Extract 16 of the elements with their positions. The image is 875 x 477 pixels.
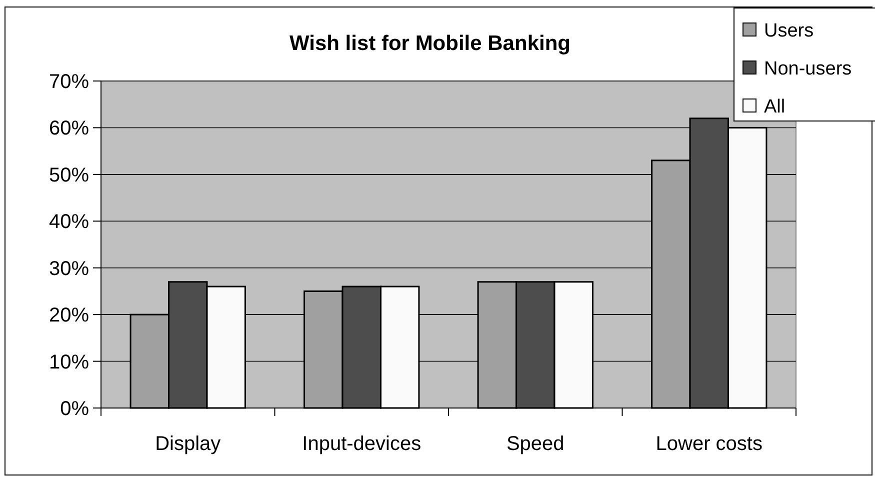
legend-label: Users <box>764 20 814 42</box>
legend-label: Non-users <box>764 58 852 80</box>
chart-title: Wish list for Mobile Banking <box>290 32 570 55</box>
y-tick-label: 10% <box>48 351 90 374</box>
y-tick-label: 60% <box>48 118 90 140</box>
x-tick-label: Display <box>155 433 221 455</box>
y-tick-label: 40% <box>48 211 90 234</box>
y-tick-label: 0% <box>60 398 90 420</box>
x-tick-label: Input-devices <box>302 433 422 455</box>
x-tick-label: Lower costs <box>656 433 762 455</box>
y-tick-label: 50% <box>48 164 90 186</box>
y-tick-label: 20% <box>48 304 90 327</box>
legend-label: All <box>764 96 786 118</box>
y-tick-label: 70% <box>48 71 90 93</box>
x-tick-label: Speed <box>506 433 564 455</box>
y-tick-label: 30% <box>48 258 90 280</box>
